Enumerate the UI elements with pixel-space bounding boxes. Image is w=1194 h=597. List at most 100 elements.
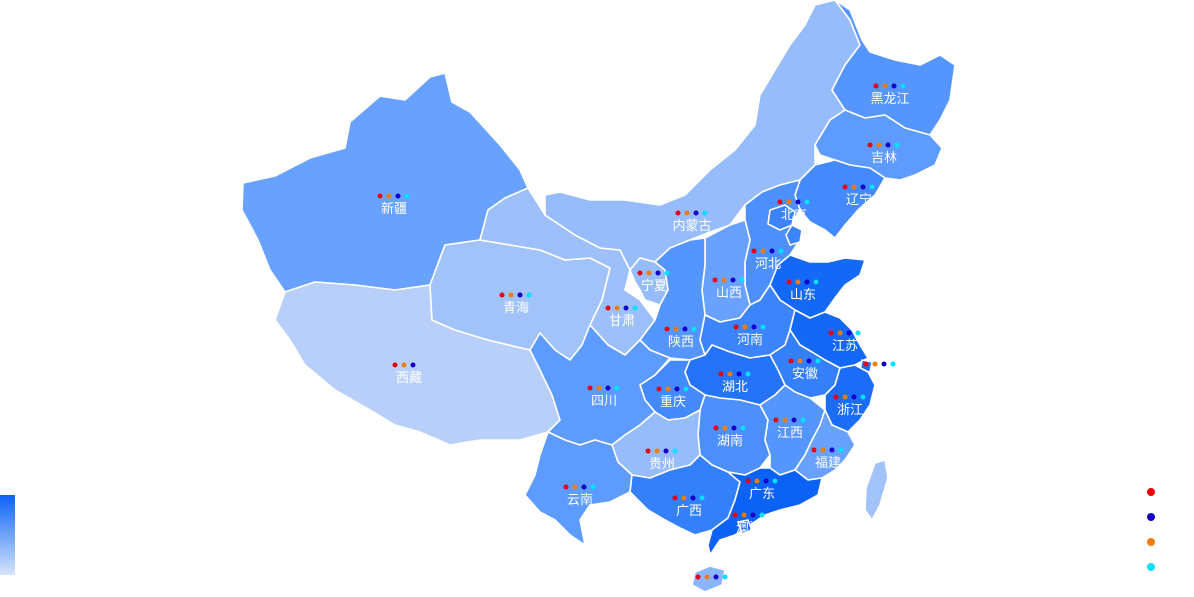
series-marker xyxy=(623,305,629,311)
series-marker xyxy=(860,394,866,400)
series-marker xyxy=(508,292,514,298)
series-marker xyxy=(745,478,751,484)
series-marker xyxy=(754,478,760,484)
series-marker xyxy=(693,210,699,216)
legend-marker-3[interactable] xyxy=(1147,538,1155,546)
province-heilongjiang[interactable] xyxy=(831,0,956,136)
series-marker xyxy=(654,448,660,454)
series-marker xyxy=(702,210,708,216)
series-marker xyxy=(587,385,593,391)
series-marker xyxy=(900,83,906,89)
series-marker xyxy=(722,425,728,431)
series-marker xyxy=(815,358,821,364)
series-marker xyxy=(800,417,806,423)
label-sichuan: 四川 xyxy=(591,394,617,409)
label-liaoning: 辽宁 xyxy=(846,192,872,208)
series-marker xyxy=(740,425,746,431)
series-marker xyxy=(745,371,751,377)
series-marker xyxy=(820,447,826,453)
series-marker xyxy=(786,199,792,205)
series-marker xyxy=(885,142,891,148)
series-marker xyxy=(664,326,670,332)
series-marker xyxy=(727,371,733,377)
label-hebei: 河北 xyxy=(755,257,781,272)
series-marker xyxy=(646,270,652,276)
series-marker xyxy=(760,248,766,254)
series-marker xyxy=(881,361,887,367)
series-marker xyxy=(572,484,578,490)
series-marker xyxy=(672,448,678,454)
series-marker xyxy=(672,495,678,501)
series-marker xyxy=(401,362,407,368)
series-marker xyxy=(614,385,620,391)
series-marker xyxy=(891,83,897,89)
series-marker xyxy=(674,386,680,392)
series-marker-layer xyxy=(377,83,906,580)
series-marker xyxy=(517,292,523,298)
series-marker xyxy=(842,394,848,400)
series-marker xyxy=(795,279,801,285)
series-marker xyxy=(712,277,718,283)
label-beijing: 北京 xyxy=(781,208,807,223)
province-yunnan[interactable] xyxy=(524,431,633,546)
series-marker xyxy=(772,478,778,484)
series-marker xyxy=(860,184,866,190)
series-marker xyxy=(655,270,661,276)
series-marker xyxy=(750,512,756,518)
province-shanxi[interactable] xyxy=(701,219,751,323)
series-marker xyxy=(846,330,852,336)
label-jiangsu: 江苏 xyxy=(832,338,858,354)
series-marker xyxy=(890,361,896,367)
series-marker xyxy=(795,199,801,205)
series-marker xyxy=(683,386,689,392)
label-xinjiang: 新疆 xyxy=(381,201,407,217)
series-marker xyxy=(605,305,611,311)
province-layer xyxy=(241,0,956,593)
series-legend xyxy=(1144,488,1158,588)
series-marker xyxy=(739,277,745,283)
series-marker xyxy=(377,193,383,199)
series-marker xyxy=(733,324,739,330)
province-guangdong[interactable] xyxy=(707,467,823,556)
series-marker xyxy=(690,495,696,501)
series-marker xyxy=(596,385,602,391)
series-marker xyxy=(791,417,797,423)
series-marker xyxy=(704,574,710,580)
series-marker xyxy=(751,324,757,330)
series-marker xyxy=(614,305,620,311)
series-marker xyxy=(665,386,671,392)
series-marker xyxy=(722,574,728,580)
series-marker xyxy=(581,484,587,490)
label-hubei: 湖北 xyxy=(722,380,748,395)
label-fujian: 福建 xyxy=(815,456,841,471)
province-macau[interactable] xyxy=(737,519,753,535)
legend-marker-2[interactable] xyxy=(1147,513,1155,521)
series-marker xyxy=(869,184,875,190)
series-marker xyxy=(778,248,784,254)
label-henan: 河南 xyxy=(737,332,763,348)
legend-marker-1[interactable] xyxy=(1147,488,1155,496)
series-marker xyxy=(731,425,737,431)
series-marker xyxy=(590,484,596,490)
legend-marker-4[interactable] xyxy=(1147,563,1155,571)
series-marker xyxy=(713,574,719,580)
series-marker xyxy=(526,292,532,298)
province-label-layer: 黑龙江 吉林 辽宁 内蒙古 新疆 西藏 青海 甘肃 宁夏 陕西 山西 河北 北京… xyxy=(381,92,910,536)
visual-map-gradient-bar[interactable] xyxy=(0,495,15,575)
series-marker xyxy=(829,447,835,453)
province-tianjin[interactable] xyxy=(785,224,803,246)
series-marker xyxy=(699,495,705,501)
series-marker xyxy=(863,361,869,367)
series-marker xyxy=(751,248,757,254)
series-marker xyxy=(605,385,611,391)
label-yunnan: 云南 xyxy=(567,492,593,508)
series-marker xyxy=(730,277,736,283)
label-ningxia: 宁夏 xyxy=(641,278,667,294)
series-marker xyxy=(664,270,670,276)
series-marker xyxy=(873,83,879,89)
series-marker xyxy=(499,292,505,298)
series-marker xyxy=(410,362,416,368)
series-marker xyxy=(681,495,687,501)
province-taiwan[interactable] xyxy=(864,459,889,521)
